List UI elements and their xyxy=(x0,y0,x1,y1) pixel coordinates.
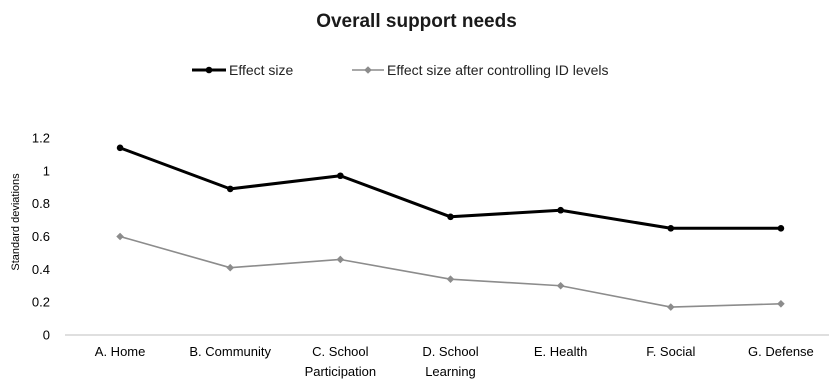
data-point xyxy=(667,224,675,232)
data-point xyxy=(226,185,234,193)
data-point xyxy=(666,303,675,311)
x-tick-label: E. Health xyxy=(534,344,587,359)
x-tick-label: A. Home xyxy=(95,344,146,359)
data-point xyxy=(777,224,785,232)
data-point xyxy=(205,66,213,74)
data-point xyxy=(226,263,235,272)
legend-label: Effect size xyxy=(229,62,294,78)
x-tick-label: D. School xyxy=(422,344,478,359)
y-tick-label: 1.2 xyxy=(32,131,50,146)
series-line xyxy=(119,235,781,308)
data-point xyxy=(447,213,454,221)
data-point xyxy=(446,275,455,283)
y-tick-label: 1 xyxy=(43,163,50,178)
x-tick-label: F. Social xyxy=(646,344,695,359)
series-2 xyxy=(116,232,785,311)
x-tick-label: Learning xyxy=(425,364,476,379)
axes: 0 0.2 0.4 0.6 0.8 1 1.2 A. Home B. Community C. S… xyxy=(32,131,829,379)
legend-label: Effect size after controlling ID levels xyxy=(387,62,609,78)
series-layer xyxy=(116,144,785,311)
data-point xyxy=(116,144,124,152)
x-tick-label: Participation xyxy=(305,364,377,379)
series-1 xyxy=(116,144,785,232)
x-tick-label: C. School xyxy=(312,344,368,359)
legend-item-2: Effect size after controlling ID levels xyxy=(352,62,609,78)
chart-title: Overall support needs xyxy=(316,11,517,32)
y-tick-label: 0.8 xyxy=(32,196,50,211)
data-point xyxy=(364,66,372,74)
legend: Effect size Effect size after controlling… xyxy=(192,62,609,78)
data-point xyxy=(556,281,565,290)
y-tick-label: 0 xyxy=(43,328,50,343)
y-axis-label: Standard deviations xyxy=(10,173,22,271)
x-tick-label: B. Community xyxy=(189,344,271,359)
y-tick-label: 0.2 xyxy=(32,295,50,310)
data-point xyxy=(337,172,344,180)
data-point xyxy=(116,232,124,241)
y-tick-label: 0.6 xyxy=(32,229,50,244)
x-tick-label: G. Defense xyxy=(748,344,814,359)
data-point xyxy=(336,255,345,264)
data-point xyxy=(557,206,564,214)
y-tick-label: 0.4 xyxy=(32,262,50,277)
data-point xyxy=(777,300,785,308)
legend-item-1: Effect size xyxy=(192,62,294,78)
